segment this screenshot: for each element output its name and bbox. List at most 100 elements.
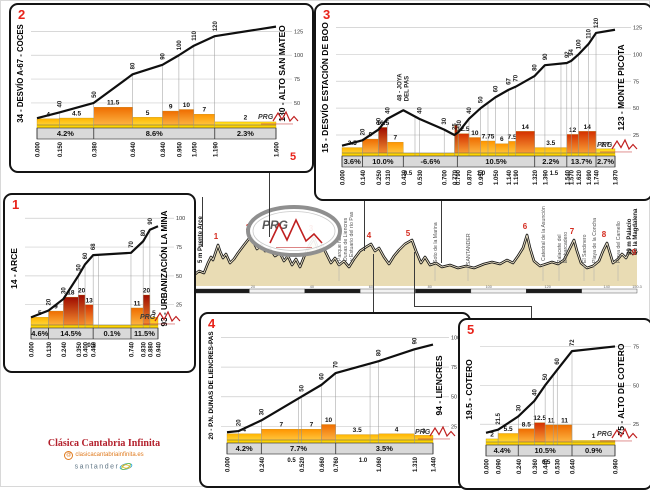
- climb-chart-container: 75 50 25 2 5.5 8.5 12.5 11 11 1 4.4% 10.5% 0.9% 21.5 3…: [462, 322, 645, 487]
- prg-mini-logo: PRG: [258, 110, 299, 125]
- section-grade-label: 0.9%: [585, 446, 602, 455]
- location-label: Catedral de la Asunción: [541, 206, 547, 261]
- grade-bar: [142, 294, 151, 329]
- grade-bar-value: 2.7: [601, 141, 610, 148]
- x-tick-label: 0.520: [300, 456, 306, 472]
- prg-mini-logo: PRG: [597, 427, 638, 442]
- elevation-label: 40: [467, 107, 473, 114]
- grade-bar-value: 4: [395, 426, 399, 433]
- section-grade-label: 3.5%: [376, 444, 393, 453]
- section-grade-label: 3.6%: [344, 157, 361, 166]
- elevation-label: 90: [148, 217, 154, 224]
- elevation-labels: 20 30 50 60 70 80 90: [236, 337, 418, 426]
- x-tick-label: 0.140: [361, 169, 367, 185]
- elevation-label: 20: [47, 298, 53, 305]
- elevation-label: 70: [129, 240, 135, 247]
- location-label: Playa de la Concha: [592, 218, 598, 263]
- prg-mini-logo: PRG: [597, 138, 638, 153]
- elevation-label: 94: [569, 49, 575, 56]
- x-tick-label: 1.390: [543, 169, 549, 185]
- peak-name-label: 48 - JOYA: [397, 73, 403, 101]
- gradient-bars: 25.58.512.5 11 111: [485, 415, 616, 446]
- x-tick-label: 1.870: [614, 169, 620, 185]
- peak-name-label: DEL PAS: [404, 76, 410, 101]
- x-tick-label: 1.050: [494, 169, 500, 185]
- x-axis: 0.000 0.130 0.240 0.350 0.400 0.460 0.740 0.830…: [30, 341, 163, 357]
- connector-line: [441, 198, 442, 263]
- right-axis-title: 130 - ALTO SAN MATEO: [277, 25, 287, 122]
- stage-profile: 5 m Puente Arce Parque Natural Dunas de Li…: [193, 193, 650, 308]
- right-axis-tick: 50: [294, 101, 300, 107]
- section-grade-label: 4.6%: [31, 329, 48, 338]
- elevation-label: 40: [57, 100, 63, 107]
- elevation-label: 60: [555, 357, 561, 364]
- elevation-label: 25: [452, 123, 458, 130]
- grade-bar-value: 5: [146, 110, 150, 117]
- grade-band: 4.2% 7.7% 3.5%: [226, 442, 434, 455]
- x-tick-label: 0.000: [226, 456, 232, 472]
- x-tick-label: 0.380: [92, 141, 98, 157]
- x-tick-label: 0.640: [131, 141, 137, 157]
- right-axis-tick: 100: [451, 335, 460, 341]
- panel-number: 4: [208, 316, 216, 331]
- x-tick-label: 0.250: [377, 169, 383, 185]
- section-grade-label: 2.2%: [542, 157, 559, 166]
- section-grade-label: 4.2%: [57, 129, 74, 138]
- scale-tick-label: 20: [251, 285, 255, 289]
- km-mark-label: 0.5: [87, 343, 96, 349]
- x-tick-label: 0.950: [479, 169, 485, 185]
- elevation-label: 40: [532, 389, 538, 396]
- right-axis-tick: 25: [176, 303, 182, 309]
- elevation-label: 100: [177, 40, 183, 51]
- x-tick-label: 0.000: [485, 458, 491, 474]
- elevation-label: 67: [506, 78, 512, 85]
- connector-line: [373, 254, 374, 312]
- x-tick-label: 1.570: [570, 169, 576, 185]
- elevation-label: 30: [457, 119, 463, 126]
- climb-panel-2: 2 125 100 75 50 4 4.5 11.5 5 9 10 7 2 4.2% 8.6% 2.3% 40…: [9, 3, 314, 173]
- elevation-label: 92: [565, 51, 571, 58]
- event-title: Clásica Cantabria Infinita: [47, 438, 161, 449]
- x-tick-label: 1.690: [587, 169, 593, 185]
- elevation-label: 80: [377, 349, 383, 356]
- grade-bar: [515, 131, 535, 157]
- scale-tick-label: 40: [310, 285, 314, 289]
- grade-bar-value: 11: [548, 417, 555, 424]
- x-tick-label: 1.060: [377, 456, 383, 472]
- grid: 100 75 50 25: [221, 335, 460, 430]
- grade-bar-value: 1: [592, 433, 596, 440]
- x-tick-label: 0.530: [418, 169, 424, 185]
- grade-bar-value: 20: [78, 288, 86, 295]
- grade-bar-value: 14: [584, 124, 592, 131]
- scale-tick-label: 100: [486, 285, 492, 289]
- elevation-label: 30: [259, 408, 265, 415]
- location-label: SANTANDER: [466, 233, 472, 265]
- grade-bar-value: 8.5: [522, 421, 531, 428]
- connector-line: [531, 306, 532, 318]
- x-tick-label: 0.700: [443, 169, 449, 185]
- x-tick-label: 0.770: [453, 169, 459, 185]
- web-icon: @: [64, 451, 74, 460]
- x-tick-label: 0.130: [47, 341, 53, 357]
- climb-chart: 100 75 50 25 4 7 7 10 3.5 4 3 4.2% 7.7% 3.5% 20 30 50 60 7…: [208, 331, 460, 472]
- panel-number: 1: [12, 197, 20, 212]
- climb-marker-number: 8: [602, 230, 607, 239]
- grade-band: 4.4% 10.5% 0.9%: [485, 444, 616, 457]
- grade-bar-value: 7: [310, 422, 314, 429]
- scale-tick-label: 60: [369, 285, 373, 289]
- grade-bar-value: 9: [169, 104, 173, 111]
- right-axis-title: 75 - ALTO DE COTERO: [616, 343, 626, 435]
- x-tick-label: 1.320: [533, 169, 539, 185]
- elevation-label: 50: [299, 384, 305, 391]
- x-tick-label: 0.870: [468, 169, 474, 185]
- right-axis-tick: 125: [633, 26, 642, 32]
- elevation-label: 20: [236, 419, 242, 426]
- grade-bar-value: 20: [143, 288, 151, 295]
- terrain-fill: [194, 235, 637, 286]
- climb-marker-number: 9: [632, 248, 637, 257]
- elevation-line: [30, 225, 159, 319]
- right-axis-tick: 75: [451, 365, 457, 371]
